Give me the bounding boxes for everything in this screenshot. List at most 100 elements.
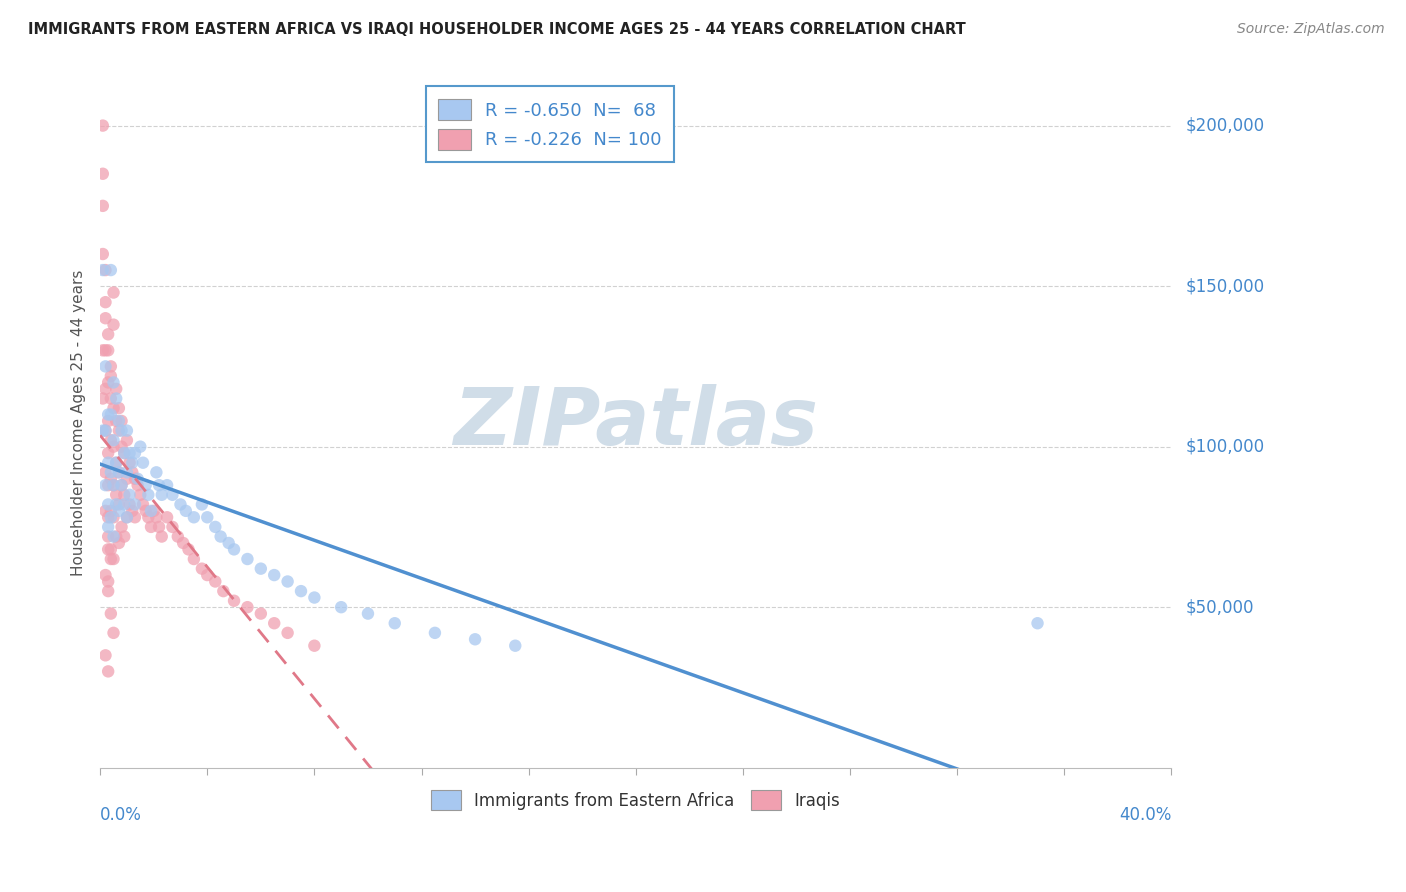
Point — [236, 600, 259, 615]
Point — [139, 520, 162, 534]
Point — [110, 478, 132, 492]
Point — [108, 466, 131, 480]
Point — [103, 376, 125, 390]
Point — [97, 408, 120, 422]
Point — [166, 530, 188, 544]
Point — [423, 625, 446, 640]
Point — [277, 574, 299, 589]
Point — [112, 498, 135, 512]
Point — [91, 247, 114, 261]
Text: $50,000: $50,000 — [1185, 599, 1254, 616]
Point — [384, 616, 406, 631]
Point — [100, 434, 122, 448]
Point — [94, 568, 117, 582]
Point — [103, 478, 125, 492]
Point — [100, 607, 122, 621]
Point — [97, 414, 120, 428]
Point — [464, 632, 486, 647]
Point — [97, 327, 120, 342]
Point — [91, 392, 114, 406]
Point — [108, 424, 131, 438]
Point — [1026, 616, 1049, 631]
Point — [250, 607, 273, 621]
Point — [121, 504, 143, 518]
Point — [148, 478, 170, 492]
Text: 40.0%: 40.0% — [1119, 805, 1171, 823]
Point — [150, 530, 173, 544]
Point — [103, 530, 125, 544]
Point — [195, 510, 218, 524]
Point — [121, 466, 143, 480]
Point — [100, 552, 122, 566]
Point — [97, 542, 120, 557]
Point — [172, 536, 194, 550]
Point — [115, 466, 138, 480]
Point — [103, 401, 125, 416]
Point — [112, 446, 135, 460]
Point — [91, 199, 114, 213]
Point — [97, 498, 120, 512]
Point — [263, 568, 285, 582]
Point — [195, 568, 218, 582]
Point — [103, 510, 125, 524]
Point — [222, 593, 245, 607]
Point — [156, 510, 179, 524]
Point — [94, 478, 117, 492]
Point — [100, 408, 122, 422]
Point — [222, 542, 245, 557]
Point — [105, 498, 128, 512]
Point — [115, 434, 138, 448]
Point — [91, 343, 114, 358]
Point — [108, 498, 131, 512]
Point — [100, 504, 122, 518]
Point — [135, 504, 157, 518]
Point — [94, 424, 117, 438]
Point — [145, 510, 167, 524]
Point — [97, 520, 120, 534]
Point — [124, 472, 146, 486]
Point — [100, 369, 122, 384]
Point — [263, 616, 285, 631]
Point — [103, 552, 125, 566]
Point — [174, 504, 197, 518]
Point — [94, 648, 117, 663]
Point — [142, 504, 165, 518]
Point — [138, 510, 160, 524]
Point — [118, 498, 141, 512]
Point — [115, 510, 138, 524]
Point — [105, 488, 128, 502]
Point — [112, 530, 135, 544]
Point — [94, 466, 117, 480]
Point — [177, 542, 200, 557]
Point — [503, 639, 526, 653]
Point — [121, 456, 143, 470]
Point — [97, 574, 120, 589]
Y-axis label: Householder Income Ages 25 - 44 years: Householder Income Ages 25 - 44 years — [72, 269, 86, 575]
Point — [100, 510, 122, 524]
Point — [110, 424, 132, 438]
Point — [105, 530, 128, 544]
Point — [91, 119, 114, 133]
Point — [183, 552, 205, 566]
Text: 0.0%: 0.0% — [100, 805, 142, 823]
Point — [162, 520, 184, 534]
Point — [129, 488, 152, 502]
Point — [204, 520, 226, 534]
Point — [118, 488, 141, 502]
Point — [94, 424, 117, 438]
Point — [183, 510, 205, 524]
Point — [103, 478, 125, 492]
Text: $200,000: $200,000 — [1185, 117, 1264, 135]
Point — [191, 498, 214, 512]
Point — [94, 504, 117, 518]
Point — [129, 440, 152, 454]
Point — [115, 510, 138, 524]
Point — [97, 376, 120, 390]
Point — [100, 542, 122, 557]
Point — [105, 456, 128, 470]
Point — [156, 478, 179, 492]
Point — [100, 263, 122, 277]
Point — [204, 574, 226, 589]
Point — [250, 562, 273, 576]
Point — [97, 510, 120, 524]
